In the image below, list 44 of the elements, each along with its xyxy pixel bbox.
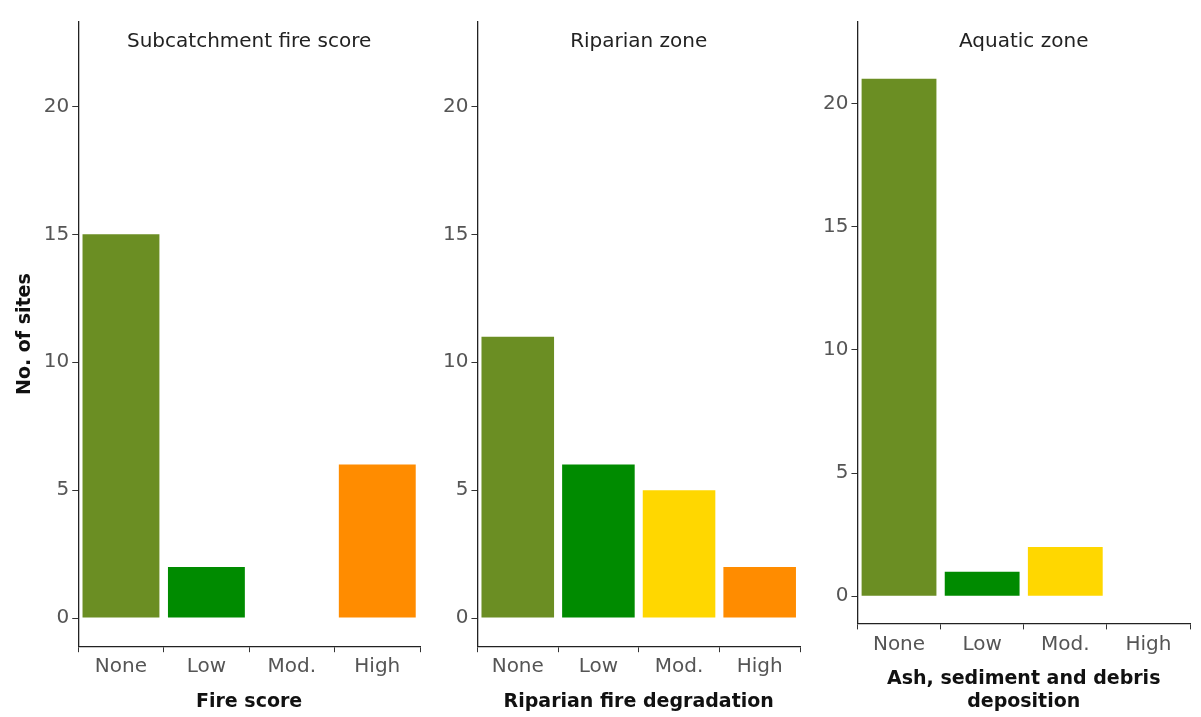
y-tick-label: 10 — [443, 348, 469, 373]
x-tick-label: Mod. — [654, 653, 704, 678]
y-tick-label: 0 — [835, 582, 849, 607]
bar — [723, 566, 796, 618]
y-tick-label: 20 — [823, 89, 849, 114]
x-axis-title: Riparian fire degradation — [503, 688, 774, 711]
y-tick-label: 15 — [823, 212, 849, 237]
y-axis-title: No. of sites — [12, 273, 35, 396]
bar — [562, 464, 635, 618]
y-tick-label: 5 — [455, 476, 469, 501]
x-tick-label: Mod. — [1041, 630, 1090, 655]
bar — [82, 234, 160, 618]
y-tick-label: 20 — [43, 92, 70, 117]
chart-title: Riparian zone — [570, 28, 708, 53]
y-tick-label: 10 — [823, 336, 849, 361]
x-axis-title: Fire score — [196, 688, 303, 711]
chart-title: Subcatchment fire score — [126, 28, 372, 53]
y-tick-label: 5 — [56, 476, 70, 501]
y-tick-label: 15 — [43, 220, 70, 245]
bar — [481, 336, 555, 618]
bar — [1027, 546, 1103, 596]
x-tick-label: None — [872, 630, 926, 655]
y-tick-label: 5 — [835, 459, 849, 484]
y-tick-label: 0 — [455, 604, 469, 629]
x-tick-label: High — [736, 653, 783, 678]
bar — [642, 490, 716, 618]
x-tick-label: High — [354, 653, 401, 678]
x-tick-label: Low — [186, 653, 227, 678]
x-tick-label: Low — [578, 653, 619, 678]
x-tick-label: Low — [962, 630, 1002, 655]
x-tick-label: Mod. — [267, 653, 317, 678]
x-tick-label: None — [94, 653, 148, 678]
bar — [338, 464, 416, 618]
x-axis-title: Ash, sediment and debris deposition — [887, 665, 1161, 711]
y-tick-label: 15 — [443, 220, 469, 245]
chart-title: Aquatic zone — [959, 28, 1089, 53]
bar — [944, 571, 1020, 596]
bar — [167, 566, 245, 618]
y-tick-label: 10 — [43, 348, 70, 373]
x-tick-label: None — [491, 653, 544, 678]
y-tick-label: 20 — [443, 92, 469, 117]
bar — [861, 78, 937, 596]
x-tick-label: High — [1125, 630, 1172, 655]
y-tick-label: 0 — [56, 604, 70, 629]
